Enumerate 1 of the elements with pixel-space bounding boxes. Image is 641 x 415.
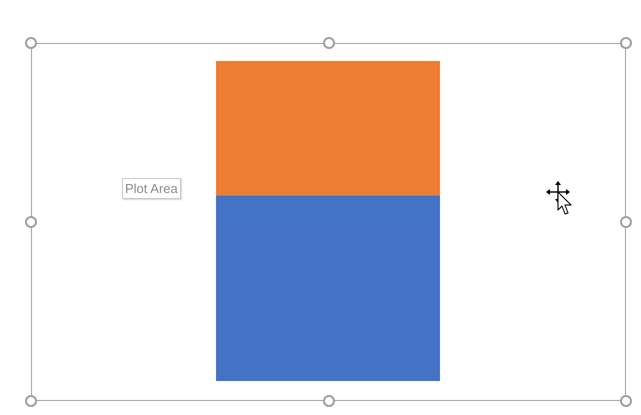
text: Plot Area <box>122 178 181 199</box>
